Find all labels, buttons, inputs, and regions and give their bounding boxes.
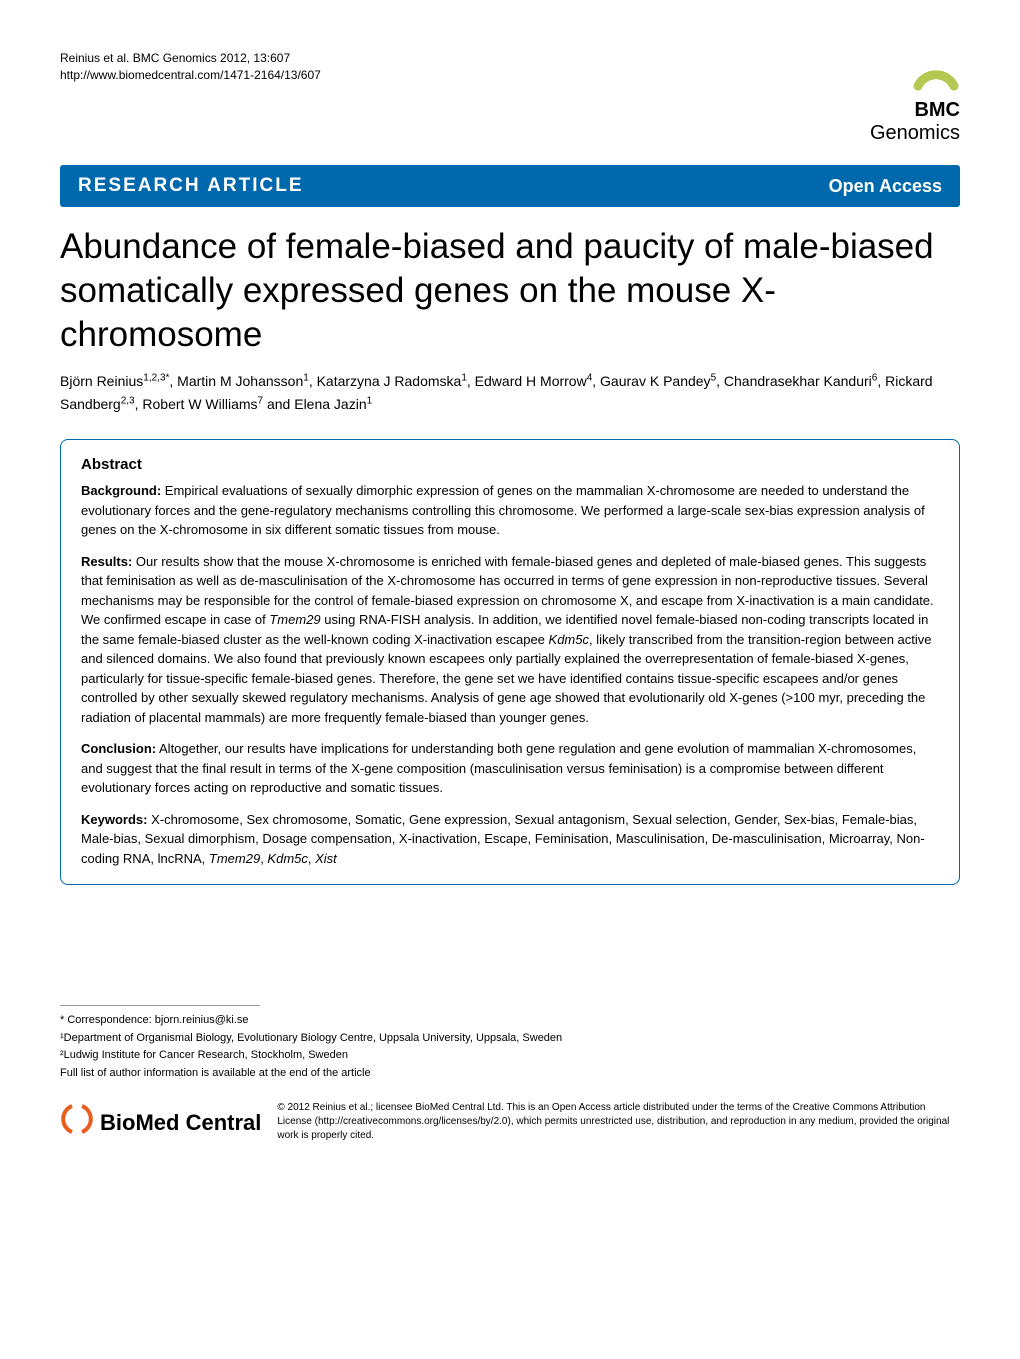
author-list: Björn Reinius1,2,3*, Martin M Johansson1… (60, 370, 960, 415)
citation-line2: http://www.biomedcentral.com/1471-2164/1… (60, 67, 321, 84)
affiliation-2: ²Ludwig Institute for Cancer Research, S… (60, 1047, 960, 1064)
article-type-banner: RESEARCH ARTICLE Open Access (60, 165, 960, 207)
biomed-central-logo: BioMed Central (60, 1102, 261, 1142)
abstract-heading: Abstract (81, 456, 939, 473)
background-label: Background: (81, 483, 161, 498)
keywords-label: Keywords: (81, 812, 147, 827)
full-author-list-note: Full list of author information is avail… (60, 1065, 960, 1082)
abstract-results: Results: Our results show that the mouse… (81, 552, 939, 728)
article-type-label: RESEARCH ARTICLE (78, 175, 304, 197)
results-label: Results: (81, 554, 132, 569)
article-title: Abundance of female-biased and paucity o… (60, 225, 960, 356)
header-row: Reinius et al. BMC Genomics 2012, 13:607… (60, 50, 960, 145)
license-text: © 2012 Reinius et al.; licensee BioMed C… (277, 1101, 960, 1143)
abstract-background: Background: Empirical evaluations of sex… (81, 481, 939, 540)
biomed-central-text: BioMed Central (100, 1106, 261, 1139)
affiliation-1: ¹Department of Organismal Biology, Evolu… (60, 1030, 960, 1047)
results-text: Our results show that the mouse X-chromo… (81, 554, 934, 725)
abstract-conclusion: Conclusion: Altogether, our results have… (81, 739, 939, 798)
citation-line1: Reinius et al. BMC Genomics 2012, 13:607 (60, 50, 321, 67)
correspondence-line: * Correspondence: bjorn.reinius@ki.se (60, 1012, 960, 1029)
license-row: BioMed Central © 2012 Reinius et al.; li… (60, 1101, 960, 1143)
logo-bmc-text: BMC (914, 99, 960, 121)
citation-block: Reinius et al. BMC Genomics 2012, 13:607… (60, 50, 321, 84)
footer-block: * Correspondence: bjorn.reinius@ki.se ¹D… (60, 1005, 960, 1143)
page-container: Reinius et al. BMC Genomics 2012, 13:607… (0, 0, 1020, 1193)
conclusion-text: Altogether, our results have implication… (81, 741, 916, 795)
bmc-arc-icon (912, 50, 960, 92)
abstract-box: Abstract Background: Empirical evaluatio… (60, 439, 960, 885)
open-access-label: Open Access (829, 176, 942, 197)
biomed-parens-icon (60, 1102, 94, 1142)
keywords-text: X-chromosome, Sex chromosome, Somatic, G… (81, 812, 925, 866)
conclusion-label: Conclusion: (81, 741, 156, 756)
background-text: Empirical evaluations of sexually dimorp… (81, 483, 925, 537)
keywords: Keywords: X-chromosome, Sex chromosome, … (81, 810, 939, 869)
journal-logo: BMC Genomics (870, 50, 960, 145)
logo-genomics-text: Genomics (870, 122, 960, 144)
footer-divider (60, 1005, 260, 1006)
journal-logo-text: BMC Genomics (870, 99, 960, 145)
